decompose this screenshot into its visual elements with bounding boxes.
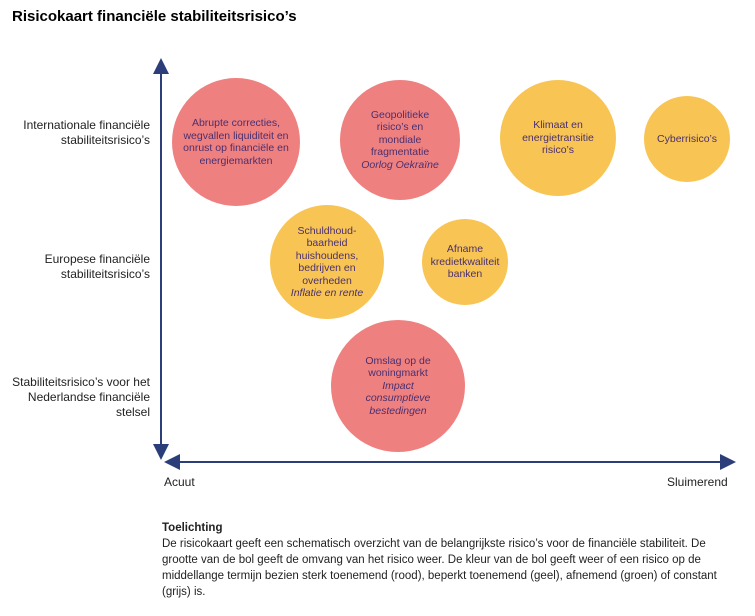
x-label-acute: Acuut [164,475,195,489]
risk-bubble: Omslag op de woningmarkt Impact consumpti… [331,320,465,452]
risk-bubble: Geopolitieke risico’s en mondiale fragme… [340,80,460,200]
risk-bubble: Klimaat en energietransitie risico’s [500,80,616,196]
risk-bubble: Abrupte correcties, wegvallen liquiditei… [172,78,300,206]
risk-bubble: Cyberrisico’s [644,96,730,182]
page-title: Risicokaart financiële stabiliteitsrisic… [12,8,297,25]
explanation-body: De risicokaart geeft een schematisch ove… [162,538,717,598]
x-label-dormant: Sluimerend [667,475,728,489]
risk-bubble: Afname kredietkwaliteit banken [422,219,508,305]
explanation: Toelichting De risicokaart geeft een sch… [162,520,742,600]
y-label-netherlands: Stabiliteitsrisico’s voor het Nederlands… [12,375,150,419]
y-label-international: Internationale financiële stabiliteitsri… [23,118,150,147]
y-label-european: Europese financiële stabiliteitsrisico’s [44,252,150,281]
risk-bubble: Schuldhoud-baarheid huishoudens, bedrijv… [270,205,384,319]
explanation-heading: Toelichting [162,522,223,534]
